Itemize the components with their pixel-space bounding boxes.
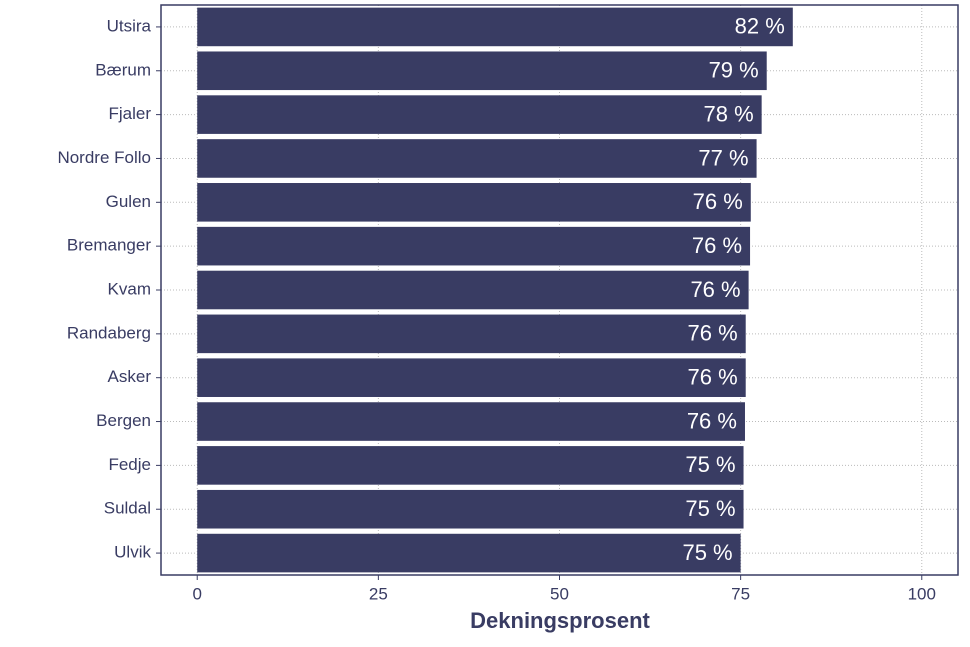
y-tick-label: Gulen: [106, 192, 151, 211]
y-tick-label: Fedje: [108, 455, 151, 474]
bar: [197, 270, 749, 310]
y-tick-label: Randaberg: [67, 323, 151, 342]
bar: [197, 139, 757, 178]
y-tick-label: Asker: [108, 367, 152, 386]
x-tick-label: 0: [192, 584, 201, 603]
bar: [197, 446, 744, 485]
x-axis-title: Dekningsprosent: [470, 608, 650, 633]
bar: [197, 533, 741, 573]
value-label: 76 %: [687, 408, 737, 433]
y-tick-label: Nordre Follo: [57, 148, 151, 167]
x-tick-label: 50: [550, 584, 569, 603]
bar: [197, 51, 767, 91]
y-tick-label: Bergen: [96, 411, 151, 430]
bar: [197, 314, 746, 354]
y-tick-label: Kvam: [108, 279, 151, 298]
value-label: 82 %: [735, 14, 785, 39]
bar: [197, 489, 744, 529]
value-label: 76 %: [692, 233, 742, 258]
value-label: 78 %: [703, 101, 753, 126]
y-tick-label: Suldal: [104, 499, 151, 518]
value-label: 76 %: [690, 277, 740, 302]
value-label: 76 %: [688, 365, 738, 390]
y-tick-label: Bremanger: [67, 236, 151, 255]
value-label: 76 %: [688, 321, 738, 346]
x-tick-label: 25: [369, 584, 388, 603]
value-label: 77 %: [698, 145, 748, 170]
x-tick-label: 100: [908, 584, 936, 603]
y-tick-label: Ulvik: [114, 543, 151, 562]
bar: [197, 183, 751, 222]
bar: [197, 402, 745, 441]
value-label: 75 %: [685, 496, 735, 521]
y-tick-label: Fjaler: [108, 104, 151, 123]
y-tick-label: Utsira: [107, 16, 152, 35]
value-label: 76 %: [693, 189, 743, 214]
x-tick-label: 75: [731, 584, 750, 603]
plot-border: [160, 4, 959, 576]
bar: [197, 95, 762, 134]
bar: [197, 226, 751, 266]
bar: [197, 358, 746, 397]
value-label: 79 %: [709, 58, 759, 83]
y-tick-label: Bærum: [95, 60, 151, 79]
value-label: 75 %: [685, 452, 735, 477]
bar: [197, 7, 793, 47]
value-label: 75 %: [682, 540, 732, 565]
